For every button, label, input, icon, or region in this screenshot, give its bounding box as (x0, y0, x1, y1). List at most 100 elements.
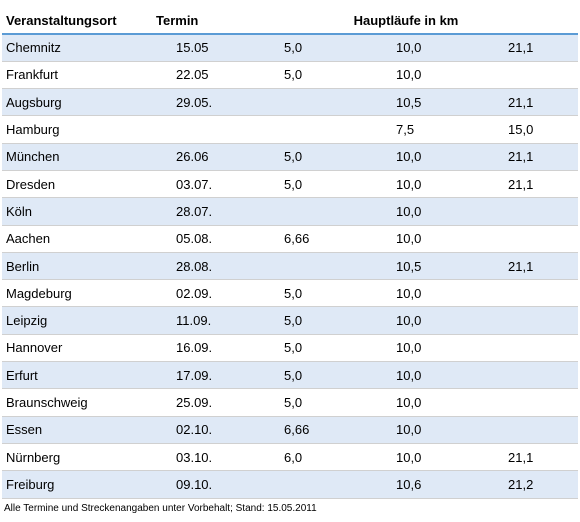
cell-distance-half (458, 416, 578, 443)
cell-distance-10k: 10,0 (396, 176, 422, 192)
cell-date: 05.08. (176, 231, 213, 247)
cell-distance-short (230, 471, 344, 498)
cell-distance-half: 21,1 (508, 149, 534, 165)
cell-distance-short: 5,0 (284, 40, 303, 56)
cell-distance-short: 5,0 (284, 367, 303, 383)
cell-distance-half (458, 362, 578, 389)
cell-distance-half (458, 280, 578, 307)
cell-date: 17.09. (176, 367, 213, 383)
cell-date: 02.10. (176, 422, 213, 438)
cell-distance-short: 6,66 (284, 231, 310, 247)
cell-distance-short (230, 252, 344, 279)
cell-city: Aachen (6, 231, 51, 247)
cell-city: Frankfurt (6, 67, 59, 83)
cell-distance-short (230, 116, 344, 143)
cell-distance-10k: 10,0 (396, 422, 422, 438)
cell-distance-10k: 10,5 (396, 258, 422, 274)
cell-date (142, 116, 230, 143)
cell-distance-half: 21,1 (508, 176, 534, 192)
cell-distance-10k: 10,0 (396, 367, 422, 383)
cell-date: 11.09. (176, 313, 212, 329)
cell-city: Berlin (6, 258, 40, 274)
cell-distance-10k: 10,0 (396, 231, 422, 247)
cell-distance-short: 6,0 (284, 449, 303, 465)
footnote: Alle Termine und Streckenangaben unter V… (4, 503, 317, 514)
table-row: München 26.06 5,0 10,0 21,1 (2, 143, 578, 171)
cell-date: 29.05. (176, 94, 213, 110)
cell-city: München (6, 149, 60, 165)
table-row: Frankfurt 22.05 5,0 10,0 (2, 61, 578, 89)
cell-city: Essen (6, 422, 43, 438)
cell-distance-half: 21,1 (508, 40, 534, 56)
table-row: Chemnitz 15.05 5,0 10,0 21,1 (2, 34, 578, 62)
cell-distance-10k: 10,0 (396, 340, 422, 356)
table-row: Aachen 05.08. 6,66 10,0 (2, 225, 578, 253)
cell-city: Hamburg (6, 122, 60, 138)
table-row: Leipzig 11.09. 5,0 10,0 (2, 306, 578, 335)
cell-distance-half (458, 389, 578, 416)
cell-distance-short: 5,0 (284, 67, 303, 83)
cell-distance-short: 5,0 (284, 340, 303, 356)
table-row: Köln 28.07. 10,0 (2, 197, 578, 226)
header-distances: Hauptläufe in km (353, 13, 459, 28)
table-row: Braunschweig 25.09. 5,0 10,0 (2, 389, 578, 417)
table-row: Augsburg 29.05. 10,5 21,1 (2, 88, 578, 116)
cell-distance-10k: 10,0 (396, 203, 422, 219)
table-row: Hamburg 7,5 15,0 (2, 116, 578, 144)
cell-distance-10k: 10,0 (396, 40, 422, 56)
cell-date: 28.08. (176, 258, 213, 274)
table-row: Nürnberg 03.10. 6,0 10,0 21,1 (2, 443, 578, 471)
cell-distance-short: 5,0 (284, 149, 303, 165)
table-body: Chemnitz 15.05 5,0 10,0 21,1 Frankfurt 2… (2, 34, 578, 499)
table-row: Berlin 28.08. 10,5 21,1 (2, 252, 578, 280)
cell-distance-short: 6,66 (284, 422, 310, 438)
cell-distance-half: 15,0 (508, 122, 534, 138)
cell-city: Braunschweig (6, 395, 88, 410)
cell-distance-10k: 10,0 (396, 449, 422, 465)
cell-city: Dresden (6, 176, 56, 192)
cell-distance-half (458, 307, 578, 334)
header-row: Veranstaltungsort Termin Hauptläufe in k… (2, 8, 578, 34)
cell-distance-10k: 10,0 (396, 149, 422, 165)
cell-distance-half: 21,1 (508, 258, 534, 274)
cell-distance-10k: 10,0 (396, 313, 422, 329)
cell-date: 15.05 (176, 40, 209, 56)
cell-date: 16.09. (176, 340, 213, 356)
race-schedule-table: Veranstaltungsort Termin Hauptläufe in k… (2, 8, 578, 499)
cell-distance-10k: 10,0 (396, 67, 422, 83)
cell-date: 02.09. (176, 285, 213, 301)
cell-city: Leipzig (6, 313, 48, 329)
cell-distance-10k: 10,6 (396, 476, 422, 492)
cell-date: 26.06 (176, 149, 209, 165)
cell-date: 22.05 (176, 67, 209, 83)
header-date: Termin (156, 13, 199, 28)
cell-city: Magdeburg (6, 285, 72, 301)
table-row: Freiburg 09.10. 10,6 21,2 (2, 470, 578, 499)
cell-distance-short (230, 198, 344, 225)
cell-distance-short: 5,0 (284, 176, 303, 192)
cell-date: 25.09. (176, 395, 213, 410)
table-row: Hannover 16.09. 5,0 10,0 (2, 334, 578, 362)
cell-distance-half: 21,1 (508, 94, 534, 110)
cell-distance-10k: 10,5 (396, 94, 422, 110)
cell-distance-half (458, 225, 578, 252)
cell-distance-half: 21,2 (508, 476, 534, 492)
cell-date: 28.07. (176, 203, 213, 219)
table-header: Veranstaltungsort Termin Hauptläufe in k… (2, 8, 578, 34)
cell-distance-short (230, 89, 344, 116)
cell-city: Hannover (6, 340, 63, 356)
cell-city: Chemnitz (6, 40, 61, 56)
cell-distance-half: 21,1 (508, 449, 534, 465)
cell-city: Köln (6, 203, 33, 219)
cell-distance-half (458, 334, 578, 361)
header-location: Veranstaltungsort (6, 13, 117, 28)
cell-city: Freiburg (6, 476, 55, 492)
table-row: Erfurt 17.09. 5,0 10,0 (2, 361, 578, 389)
cell-distance-half (458, 61, 578, 88)
cell-date: 09.10. (176, 476, 213, 492)
cell-date: 03.07. (176, 176, 213, 192)
table-row: Essen 02.10. 6,66 10,0 (2, 416, 578, 444)
cell-distance-10k: 10,0 (396, 285, 422, 301)
cell-date: 03.10. (176, 449, 213, 465)
cell-distance-10k: 7,5 (396, 122, 415, 138)
